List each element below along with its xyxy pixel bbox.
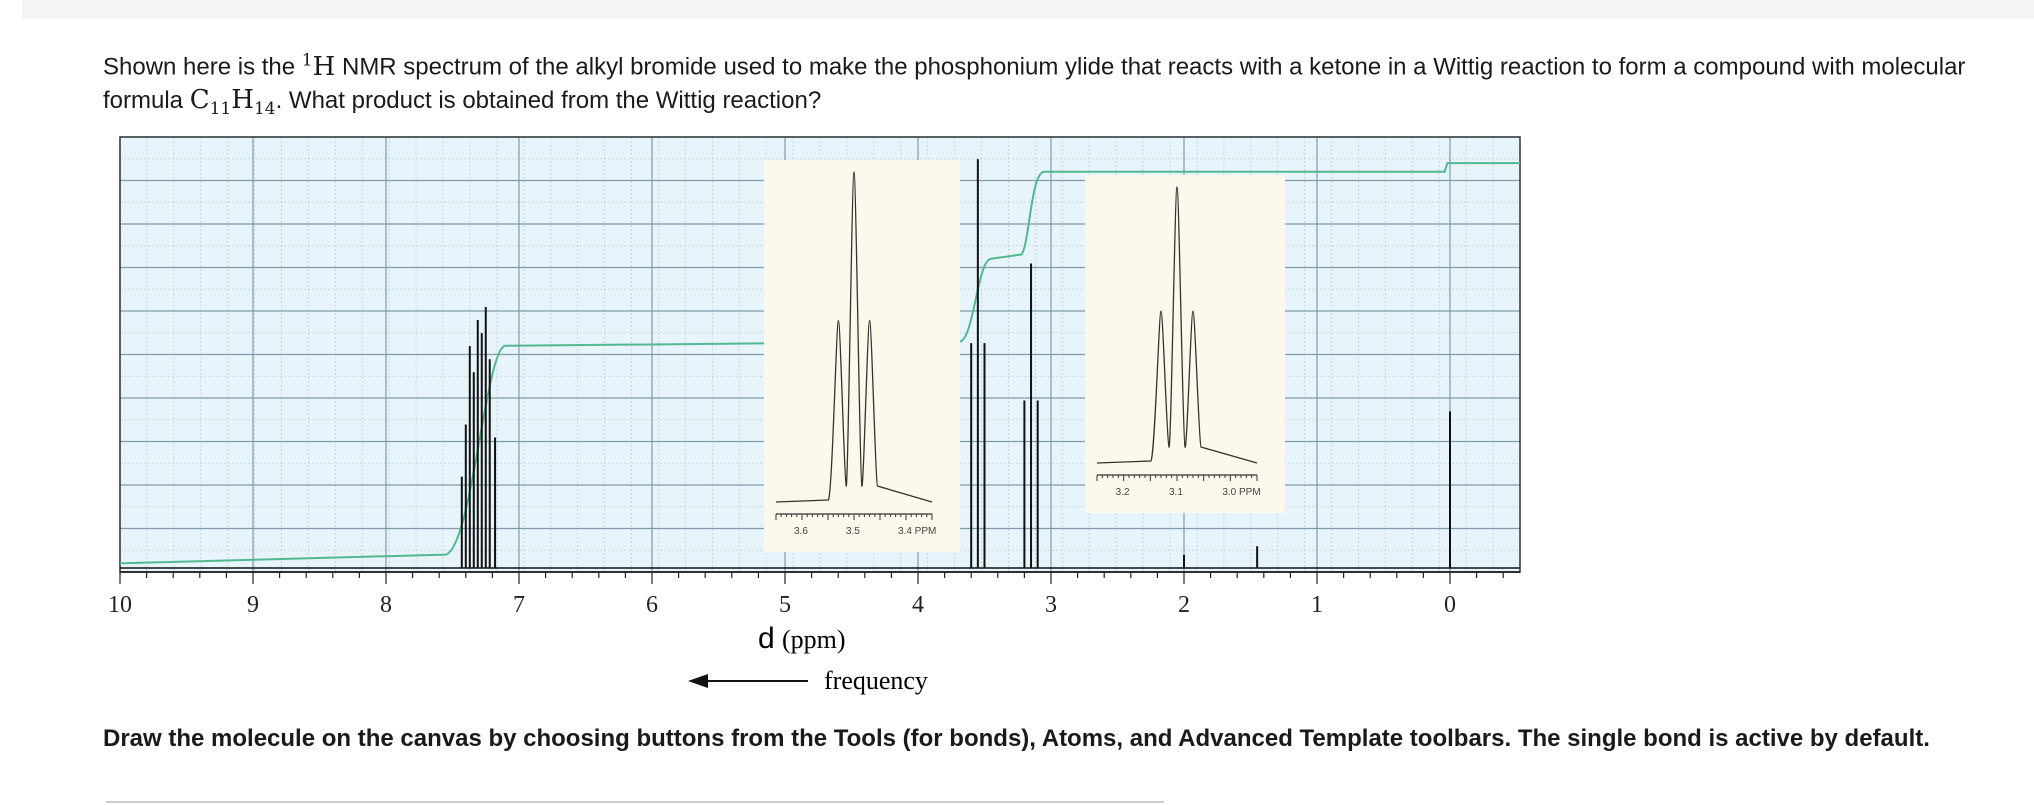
formula-h: H [231, 84, 254, 115]
inset-triplet-curve [775, 171, 933, 503]
spectrum-group [120, 159, 1520, 569]
insets-group: 3.6 3.5 3.4 PPM 3.2 3.1 3.0 PPM [764, 160, 1285, 552]
question-part3: . What product is obtained from the Witt… [275, 86, 822, 114]
top-bar [22, 0, 2034, 19]
inset-tick-label: 3.5 [846, 526, 860, 537]
inset-panel [764, 160, 960, 552]
x-axis-label-unit: (ppm) [782, 625, 846, 654]
question-part2: NMR spectrum of the alkyl bromide used t… [103, 53, 1966, 114]
integral-curve-group [119, 162, 1520, 565]
frequency-arrow-head [688, 674, 708, 688]
nucleus-letter: H [312, 51, 336, 82]
x-tick-label: 3 [1045, 592, 1057, 618]
x-tick-label: 6 [646, 592, 658, 618]
formula-c: C [189, 84, 210, 115]
nucleus-symbol: 1H [301, 50, 336, 82]
x-axis-label-symbol: d [758, 622, 775, 655]
drawing-instructions: Draw the molecule on the canvas by choos… [103, 725, 1930, 752]
x-tick-label: 7 [513, 592, 525, 618]
inset-triplet-curve [1096, 186, 1258, 464]
integral-curve [119, 162, 1520, 565]
x-tick-label: 4 [912, 592, 924, 618]
x-tick-label: 2 [1178, 592, 1190, 618]
inset-panel [1085, 175, 1285, 513]
drawing-canvas-top-edge[interactable] [106, 801, 1164, 803]
inset-tick-label: 3.1 [1169, 487, 1183, 498]
x-tick-label: 9 [247, 592, 259, 618]
x-tick-label: 10 [108, 592, 132, 618]
x-tick-label: 1 [1311, 592, 1323, 618]
question-text: Shown here is the 1H NMR spectrum of the… [103, 44, 2013, 126]
x-tick-label: 5 [779, 592, 791, 618]
formula-h-count: 14 [253, 98, 276, 119]
question-part1: Shown here is the [103, 53, 302, 81]
inset-tick-label: 3.6 [794, 526, 808, 537]
nucleus-mass: 1 [301, 50, 313, 70]
formula-c-count: 11 [209, 98, 232, 119]
x-axis: 10 9 8 7 6 5 4 3 2 1 0 [108, 571, 1520, 618]
molecular-formula: C11H14 [189, 84, 276, 119]
inset-tick-label: 3.0 PPM [1222, 487, 1260, 498]
x-tick-label: 0 [1444, 592, 1456, 618]
frequency-label: frequency [824, 666, 928, 695]
inset-tick-label: 3.2 [1116, 487, 1130, 498]
inset-tick-label: 3.4 PPM [898, 526, 936, 537]
x-tick-label: 8 [380, 592, 392, 618]
